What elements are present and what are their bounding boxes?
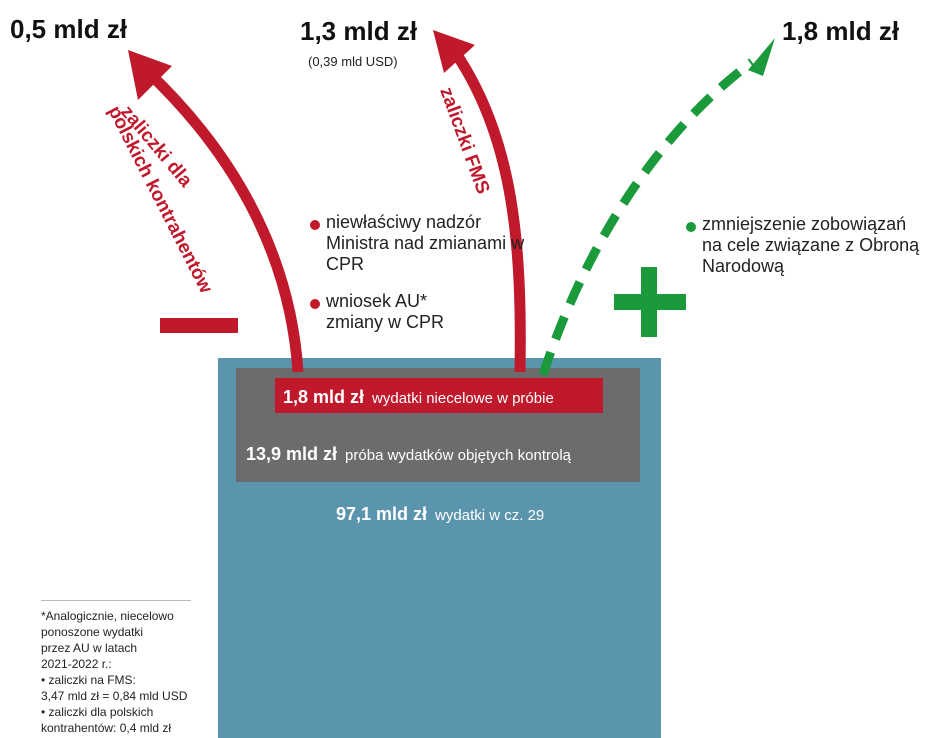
red-bullet-2 <box>310 299 320 309</box>
green-bullet <box>686 222 696 232</box>
footnote: *Analogicznie, niecelowo ponoszone wydat… <box>41 608 206 736</box>
red-bar-amount: 1,8 mld zł <box>283 387 365 407</box>
red-bullet-1 <box>310 220 320 230</box>
mid-amount-sub: (0,39 mld USD) <box>308 54 398 69</box>
blue-bar-amount: 97,1 mld zł <box>336 504 428 524</box>
footnote-line: 3,47 mld zł = 0,84 mld USD <box>41 689 188 703</box>
mid-arrow-head <box>433 30 475 73</box>
right-arrow-head <box>748 38 775 76</box>
red-note-1: niewłaściwy nadzór Ministra nad zmianami… <box>326 212 525 274</box>
blue-bar-label: wydatki w cz. 29 <box>435 507 545 524</box>
red-note-2: wniosek AU* zmiany w CPR <box>326 291 445 332</box>
green-note: zmniejszenie zobowiązań na cele związane… <box>702 214 920 276</box>
left-arrow-shaft <box>144 68 304 373</box>
minus-sign <box>160 318 238 333</box>
footnote-line: • zaliczki dla polskich <box>41 705 154 719</box>
grey-bar-amount: 13,9 mld zł <box>246 444 338 464</box>
footnote-line: przez AU w latach <box>41 641 138 655</box>
footnote-line: kontrahentów: 0,4 mld zł <box>41 721 172 735</box>
red-bar-label: wydatki niecelowe w próbie <box>372 390 554 407</box>
plus-sign-vertical <box>641 267 657 337</box>
footnote-line: • zaliczki na FMS: <box>41 673 136 687</box>
footnote-line: ponoszone wydatki <box>41 625 144 639</box>
footnote-line: *Analogicznie, niecelowo <box>41 609 174 623</box>
blue-bar-text: 97,1 mld zł wydatki w cz. 29 <box>336 504 544 525</box>
right-arrow-dashed-shaft <box>538 58 755 377</box>
mid-amount: 1,3 mld zł <box>300 16 418 46</box>
mid-arrow-shaft <box>450 48 526 373</box>
right-amount: 1,8 mld zł <box>782 16 900 46</box>
left-amount: 0,5 mld zł <box>10 14 128 44</box>
footnote-divider <box>41 600 191 601</box>
grey-bar-text: 13,9 mld zł próba wydatków objętych kontr… <box>246 444 571 465</box>
improper-expenditure-bar <box>275 378 603 413</box>
red-bar-text: 1,8 mld zł wydatki niecelowe w próbie <box>283 387 554 408</box>
left-arrow-head <box>128 50 172 100</box>
grey-bar-label: próba wydatków objętych kontrolą <box>345 447 572 464</box>
footnote-line: 2021-2022 r.: <box>41 657 112 671</box>
